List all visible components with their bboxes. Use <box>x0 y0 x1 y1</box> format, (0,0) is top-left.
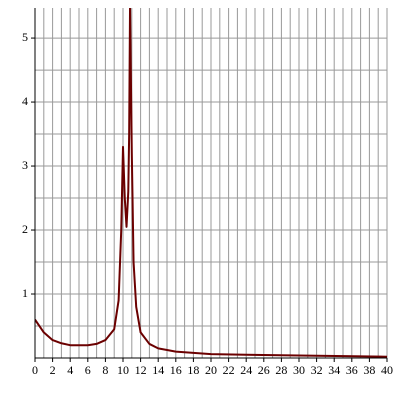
x-tick-label: 36 <box>346 363 358 377</box>
y-tick-label: 2 <box>22 222 28 236</box>
y-tick-label: 3 <box>22 158 28 172</box>
x-tick-label: 12 <box>135 363 147 377</box>
x-tick-label: 40 <box>381 363 393 377</box>
x-tick-label: 0 <box>32 363 38 377</box>
x-tick-label: 26 <box>258 363 270 377</box>
x-tick-label: 20 <box>205 363 217 377</box>
x-tick-label: 32 <box>311 363 323 377</box>
x-tick-label: 2 <box>50 363 56 377</box>
x-tick-label: 8 <box>102 363 108 377</box>
x-tick-label: 30 <box>293 363 305 377</box>
line-series <box>35 8 387 358</box>
x-tick-label: 6 <box>85 363 91 377</box>
y-tick-label: 5 <box>22 30 28 44</box>
x-tick-label: 4 <box>67 363 73 377</box>
x-tick-label: 10 <box>117 363 129 377</box>
x-tick-label: 14 <box>152 363 164 377</box>
x-tick-label: 28 <box>275 363 287 377</box>
plot-area <box>35 8 387 358</box>
axes: 0 2 4 6 8 10 12 14 16 18 20 22 24 26 28 30 32 34 36 38 40123… <box>22 8 393 377</box>
x-tick-label: 16 <box>170 363 182 377</box>
x-tick-label: 34 <box>328 363 340 377</box>
grid <box>35 8 388 358</box>
y-tick-label: 1 <box>22 286 28 300</box>
x-tick-label: 38 <box>363 363 375 377</box>
x-tick-label: 18 <box>187 363 199 377</box>
y-tick-label: 4 <box>22 94 28 108</box>
x-tick-label: 22 <box>223 363 235 377</box>
x-tick-label: 24 <box>240 363 252 377</box>
